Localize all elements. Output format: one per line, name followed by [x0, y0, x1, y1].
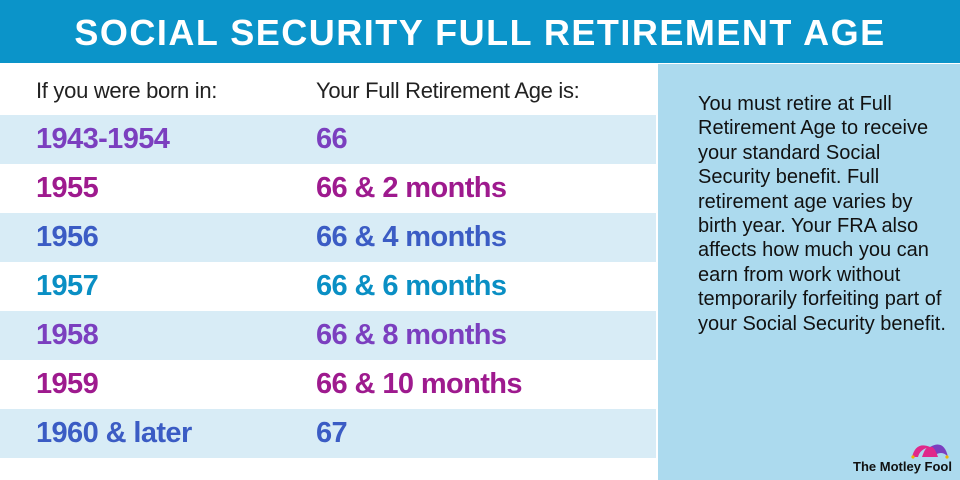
table-row: 1943-1954 66: [0, 115, 656, 164]
born-year: 1959: [36, 368, 99, 400]
jester-hat-icon: [911, 444, 949, 459]
born-year: 1955: [36, 172, 99, 204]
side-note: You must retire at Full Retirement Age t…: [698, 93, 946, 335]
side-panel: You must retire at Full Retirement Age t…: [658, 64, 960, 480]
table-row: 1958 66 & 8 months: [0, 311, 656, 360]
full-retirement-age: 66 & 10 months: [316, 368, 523, 400]
full-retirement-age: 66 & 8 months: [316, 319, 507, 351]
motley-fool-logo: The Motley Fool: [853, 444, 952, 474]
table-row: 1956 66 & 4 months: [0, 213, 656, 262]
table-row: 1960 & later 67: [0, 409, 656, 458]
born-year: 1943-1954: [36, 123, 170, 155]
full-retirement-age: 66 & 6 months: [316, 270, 507, 302]
full-retirement-age: 66: [316, 123, 348, 155]
logo-text: The Motley Fool: [853, 459, 952, 474]
born-year: 1957: [36, 270, 99, 302]
retirement-age-table: If you were born in: Your Full Retiremen…: [0, 64, 656, 458]
born-year: 1956: [36, 221, 99, 253]
born-year: 1960 & later: [36, 417, 192, 449]
page-title: SOCIAL SECURITY FULL RETIREMENT AGE: [0, 0, 960, 63]
table-header: If you were born in: Your Full Retiremen…: [0, 64, 656, 115]
table-row: 1959 66 & 10 months: [0, 360, 656, 409]
full-retirement-age: 67: [316, 417, 348, 449]
header-born: If you were born in:: [36, 78, 218, 103]
header-fra: Your Full Retirement Age is:: [316, 78, 580, 103]
born-year: 1958: [36, 319, 99, 351]
full-retirement-age: 66 & 2 months: [316, 172, 507, 204]
table-row: 1955 66 & 2 months: [0, 164, 656, 213]
full-retirement-age: 66 & 4 months: [316, 221, 507, 253]
table-row: 1957 66 & 6 months: [0, 262, 656, 311]
